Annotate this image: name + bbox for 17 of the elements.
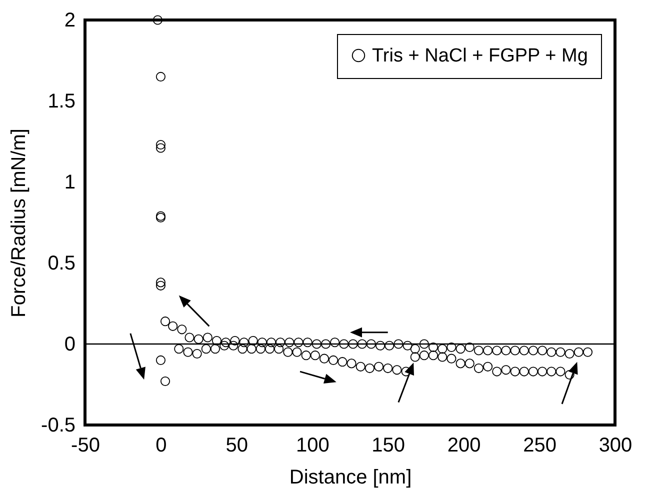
- y-tick-label: 0.5: [48, 252, 76, 274]
- x-tick-label: 300: [598, 434, 632, 456]
- x-tick-label: 200: [447, 434, 481, 456]
- x-tick-label: 250: [523, 434, 556, 456]
- x-tick-label: 150: [372, 434, 406, 456]
- y-tick-label: 0: [64, 334, 76, 356]
- y-tick-label: 2: [64, 10, 76, 32]
- x-tick-label: -50: [71, 434, 100, 456]
- y-axis-title: Force/Radius [mN/m]: [8, 128, 30, 318]
- x-axis-title: Distance [nm]: [289, 466, 412, 488]
- x-tick-label: 50: [226, 434, 248, 456]
- legend-label: Tris + NaCl + FGPP + Mg: [372, 46, 588, 66]
- y-tick-label: 1.5: [48, 90, 76, 112]
- y-tick-label: -0.5: [41, 414, 76, 436]
- y-tick-label: 1: [64, 172, 76, 194]
- x-tick-label: 0: [156, 434, 167, 456]
- x-tick-label: 100: [296, 434, 330, 456]
